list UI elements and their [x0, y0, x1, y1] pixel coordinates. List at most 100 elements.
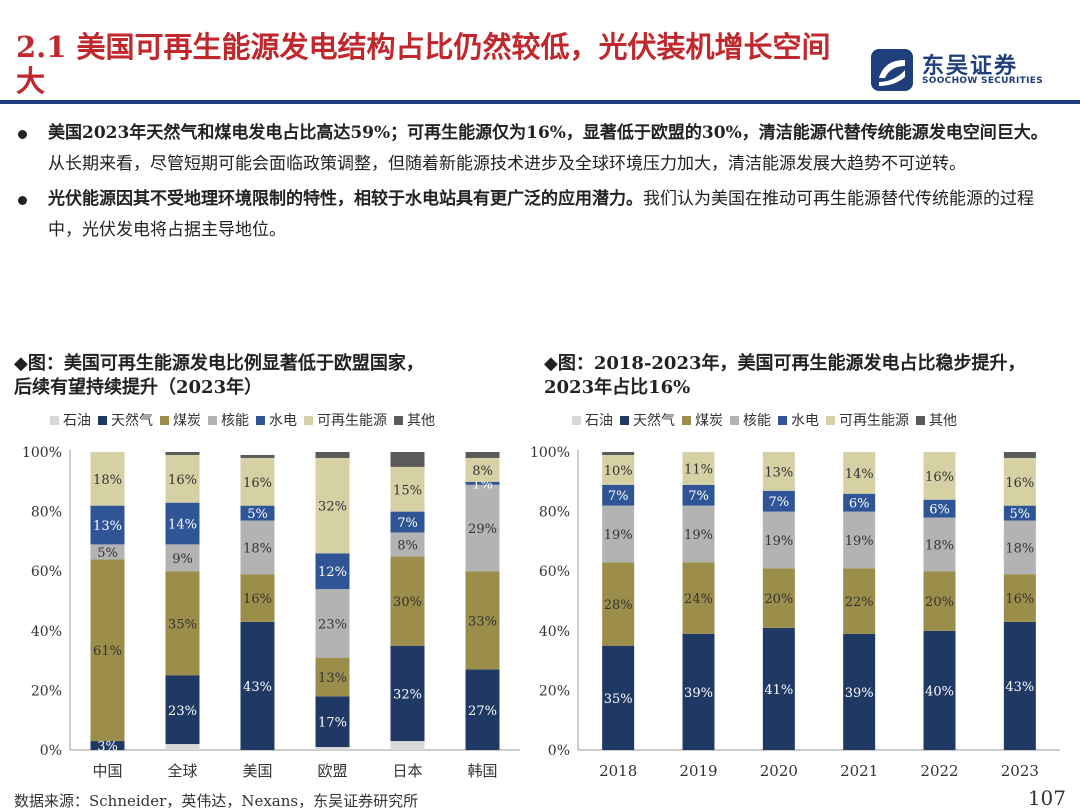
- legend-label: 其他: [929, 413, 957, 429]
- y-tick-label: 20%: [31, 683, 62, 699]
- data-label: 7%: [397, 516, 418, 531]
- bar-segment: [1003, 621, 1036, 750]
- data-label: 14%: [168, 518, 197, 533]
- bar-segment: [315, 589, 350, 658]
- bar-segment: [240, 457, 275, 506]
- bar-segment: [923, 571, 956, 631]
- chart2-title: ◆图：2018-2023年，美国可再生能源发电占比稳步提升， 2023年占比16…: [544, 352, 1026, 400]
- bar-segment: [315, 457, 350, 554]
- legend-item: 石油: [50, 410, 91, 430]
- legend-item: 可再生能源: [826, 410, 909, 430]
- header-divider: [0, 100, 1080, 104]
- bar-segment: [315, 553, 350, 590]
- legend-swatch: [208, 416, 217, 425]
- bar-segment: [90, 505, 125, 545]
- data-label: 13%: [318, 671, 347, 686]
- data-label: 19%: [764, 534, 793, 549]
- legend-label: 天然气: [111, 413, 153, 429]
- data-label: 16%: [243, 592, 272, 607]
- data-label: 3%: [97, 740, 118, 755]
- data-label: 40%: [925, 684, 954, 699]
- x-tick-label: 韩国: [467, 762, 497, 780]
- bar-segment: [923, 630, 956, 750]
- bar-segment: [1003, 520, 1036, 575]
- data-label: 35%: [604, 692, 633, 707]
- data-label: 22%: [845, 595, 874, 610]
- legend-item: 水电: [778, 410, 819, 430]
- legend-label: 煤炭: [173, 413, 201, 429]
- chart1-legend: 石油 天然气 煤炭 核能 水电 可再生能源 其他: [50, 410, 442, 430]
- x-tick-label: 2022: [920, 762, 958, 780]
- chart1-title: ◆图：美国可再生能源发电比例显著低于欧盟国家， 后续有望持续提升（2023年）: [14, 352, 424, 400]
- bar-segment: [315, 452, 350, 458]
- page-title: 2.1 美国可再生能源发电结构占比仍然较低，光伏装机增长空间大: [16, 30, 831, 98]
- bar-segment: [240, 574, 275, 622]
- data-label: 24%: [684, 592, 713, 607]
- legend-swatch: [620, 416, 629, 425]
- bar-segment: [682, 452, 715, 485]
- bar-segment: [602, 505, 635, 563]
- legend-item: 天然气: [620, 410, 675, 430]
- data-label: 5%: [1010, 507, 1031, 522]
- data-label: 5%: [97, 546, 118, 561]
- legend-swatch: [778, 416, 787, 425]
- legend-label: 其他: [407, 413, 435, 429]
- bar-segment: [682, 633, 715, 750]
- legend-item: 核能: [730, 410, 771, 430]
- legend-item: 核能: [208, 410, 249, 430]
- bar-segment: [762, 490, 795, 512]
- legend-swatch: [256, 416, 265, 425]
- bar-segment: [90, 559, 125, 742]
- bullet-item: 美国2023年天然气和煤电发电占比高达59%；可再生能源仅为16%，显著低于欧盟…: [18, 118, 1058, 180]
- chart1-svg: 0% 20% 40% 60% 80% 100% 3% 61% 5% 13% 18% 中国 23% 35% 9…: [22, 445, 520, 780]
- data-label: 39%: [684, 686, 713, 701]
- data-label: 16%: [925, 470, 954, 485]
- bar-segment: [390, 556, 425, 646]
- chart2-svg: 0% 20% 40% 60% 80% 100% 35% 28% 19% 7% 10% 2018 39% 2…: [530, 445, 1060, 780]
- data-label: 19%: [845, 534, 874, 549]
- x-tick-label: 日本: [392, 762, 422, 780]
- bar-segment: [1003, 505, 1036, 521]
- data-label: 7%: [769, 495, 790, 510]
- bullet-item: 光伏能源因其不受地理环境限制的特性，相较于水电站具有更广泛的应用潜力。我们认为美…: [18, 184, 1058, 246]
- bar-segment: [682, 562, 715, 634]
- data-label: 10%: [604, 464, 633, 479]
- data-label: 18%: [93, 473, 122, 488]
- bar-segment: [165, 502, 200, 545]
- y-tick-label: 80%: [539, 505, 570, 521]
- bar-segment: [762, 452, 795, 491]
- logo-en-text: SOOCHOW SECURITIES: [922, 76, 1043, 86]
- y-tick-label: 40%: [539, 624, 570, 640]
- legend-label: 可再生能源: [317, 413, 387, 429]
- bar-segment: [165, 675, 200, 745]
- bar-segment: [390, 511, 425, 533]
- data-label: 43%: [1005, 680, 1034, 695]
- bar-segment: [465, 571, 500, 670]
- legend-label: 可再生能源: [839, 413, 909, 429]
- legend-swatch: [50, 416, 59, 425]
- legend-label: 水电: [791, 413, 819, 429]
- bar-segment: [843, 452, 876, 494]
- y-tick-label: 80%: [31, 505, 62, 521]
- bar-segment: [165, 571, 200, 676]
- bar-segment: [90, 544, 125, 560]
- bar-segment: [165, 452, 200, 455]
- bar-segment: [390, 452, 425, 467]
- data-label: 23%: [168, 704, 197, 719]
- legend-swatch: [160, 416, 169, 425]
- bullet-bold-text: 光伏能源因其不受地理环境限制的特性，相较于水电站具有更广泛的应用潜力。: [48, 189, 643, 209]
- legend-item: 其他: [394, 410, 435, 430]
- legend-swatch: [682, 416, 691, 425]
- chart2-title-line2: 2023年占比16%: [544, 377, 691, 398]
- data-label: 35%: [168, 617, 197, 632]
- chart2-title-line1: ◆图：2018-2023年，美国可再生能源发电占比稳步提升，: [544, 353, 1026, 374]
- data-label: 32%: [393, 687, 422, 702]
- bar-segment: [923, 517, 956, 572]
- data-label: 7%: [608, 489, 629, 504]
- legend-item: 天然气: [98, 410, 153, 430]
- bar-segment: [315, 696, 350, 748]
- source-note: 数据来源：Schneider，英伟达，Nexans，东吴证券研究所: [14, 792, 419, 810]
- legend-label: 石油: [63, 413, 91, 429]
- bar-segment: [390, 532, 425, 557]
- data-label: 15%: [393, 483, 422, 498]
